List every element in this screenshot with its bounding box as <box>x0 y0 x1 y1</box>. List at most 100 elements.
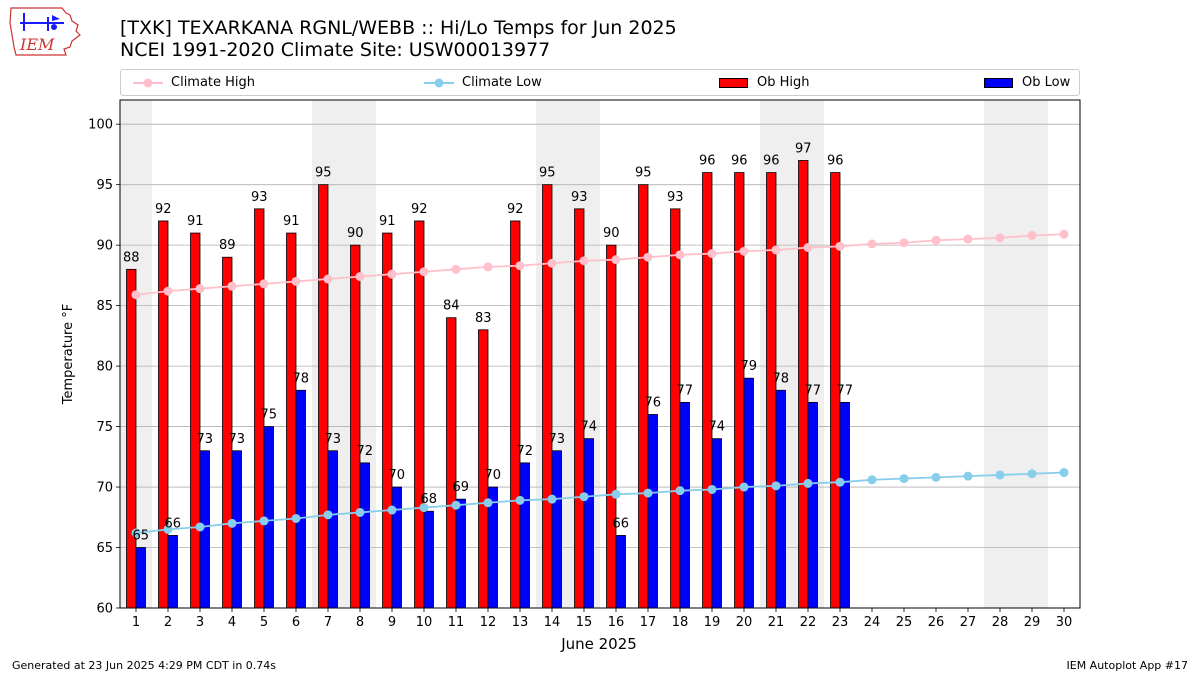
weekend-shade <box>1016 100 1048 608</box>
y-tick-label: 70 <box>96 481 113 496</box>
ob-low-bar <box>135 547 146 609</box>
ob-low-bar <box>231 450 242 609</box>
y-tick-label: 65 <box>96 541 113 556</box>
climate-high-point <box>355 272 365 282</box>
climate-low-point <box>483 498 493 508</box>
x-tick-label: 12 <box>480 615 497 630</box>
climate-high-line <box>135 233 1065 296</box>
ob-low-bar <box>295 389 306 609</box>
climate-low-point <box>803 478 813 488</box>
climate-high-point <box>803 243 813 253</box>
climate-high-point <box>291 276 301 286</box>
ob-low-data-label: 66 <box>612 516 629 531</box>
ob-high-bar <box>126 268 137 609</box>
climate-low-point <box>707 484 717 494</box>
x-tick-label: 17 <box>640 615 657 630</box>
climate-low-point <box>195 522 205 532</box>
climate-low-point <box>387 505 397 515</box>
ob-low-data-label: 68 <box>420 492 437 507</box>
ob-low-data-label: 73 <box>228 432 245 447</box>
chart-title: [TXK] TEXARKANA RGNL/WEBB :: Hi/Lo Temps… <box>120 17 677 39</box>
ob-high-bar <box>350 244 361 609</box>
climate-high-point <box>259 279 269 289</box>
climate-low-line-marker-icon <box>424 78 454 87</box>
ob-high-bar <box>286 232 297 609</box>
climate-low-point <box>227 518 237 528</box>
ob-high-bar <box>670 208 681 609</box>
ob-high-bar <box>382 232 393 609</box>
ob-low-swatch-icon <box>984 77 1013 88</box>
climate-low-point <box>163 524 173 534</box>
legend-item-ob-high: Ob High <box>719 70 810 95</box>
x-tick-label: 29 <box>1024 615 1041 630</box>
legend-label: Ob Low <box>1022 75 1071 90</box>
climate-high-point <box>163 286 173 296</box>
climate-low-point <box>835 477 845 487</box>
climate-low-point <box>323 510 333 520</box>
ob-low-data-label: 78 <box>292 371 309 386</box>
climate-high-line-marker-icon <box>133 78 163 87</box>
ob-high-bar <box>542 184 553 609</box>
ob-low-data-label: 66 <box>164 516 181 531</box>
ob-low-bar <box>679 401 690 609</box>
ob-high-bar <box>446 317 457 609</box>
x-tick-label: 14 <box>544 615 561 630</box>
ob-low-data-label: 77 <box>676 383 693 398</box>
climate-low-point <box>867 475 877 485</box>
ob-high-data-label: 95 <box>539 166 556 181</box>
ob-low-bar <box>167 535 178 609</box>
logo-text: IEM <box>19 35 55 54</box>
ob-high-bar <box>734 172 745 609</box>
climate-high-point <box>515 261 525 271</box>
climate-low-point <box>291 513 301 523</box>
climate-high-point <box>995 233 1005 243</box>
climate-high-point <box>547 258 557 268</box>
x-tick-label: 1 <box>132 615 140 630</box>
ob-high-bar <box>766 172 777 609</box>
ob-high-data-label: 95 <box>635 166 652 181</box>
climate-low-point <box>515 495 525 505</box>
x-tick-label: 11 <box>448 615 465 630</box>
ob-high-data-label: 93 <box>571 190 588 205</box>
footer-generated: Generated at 23 Jun 2025 4:29 PM CDT in … <box>12 659 277 672</box>
ob-high-data-label: 90 <box>347 226 364 241</box>
ob-high-data-label: 90 <box>603 226 620 241</box>
footer-app: IEM Autoplot App #17 <box>1066 659 1189 672</box>
climate-high-point <box>771 245 781 255</box>
x-tick-label: 24 <box>864 615 881 630</box>
x-tick-label: 6 <box>292 615 300 630</box>
ob-low-data-label: 77 <box>836 383 853 398</box>
climate-high-point <box>419 267 429 277</box>
x-tick-label: 22 <box>800 615 817 630</box>
ob-high-data-label: 96 <box>827 154 844 169</box>
climate-low-point <box>739 482 749 492</box>
ob-high-bar <box>702 172 713 609</box>
climate-high-point <box>611 255 621 265</box>
ob-low-bar <box>359 462 370 609</box>
ob-low-bar <box>423 510 434 609</box>
climate-high-point <box>899 238 909 248</box>
climate-low-point <box>355 507 365 517</box>
climate-low-point <box>1027 469 1037 479</box>
climate-low-point <box>451 500 461 510</box>
plot-frame <box>119 99 1081 609</box>
x-tick-label: 13 <box>512 615 529 630</box>
x-tick-label: 21 <box>768 615 785 630</box>
y-tick-label: 85 <box>96 299 113 314</box>
y-tick-label: 95 <box>96 178 113 193</box>
legend-label: Climate High <box>171 75 256 90</box>
ob-low-data-label: 70 <box>484 468 501 483</box>
ob-high-data-label: 91 <box>187 214 204 229</box>
climate-low-point <box>995 470 1005 480</box>
ob-low-bar <box>807 401 818 609</box>
climate-low-point <box>675 486 685 496</box>
ob-high-data-label: 88 <box>123 250 140 265</box>
ob-high-data-label: 95 <box>315 166 332 181</box>
ob-low-bar <box>551 450 562 609</box>
climate-high-point <box>707 249 717 259</box>
legend-item-climate-low: Climate Low <box>424 70 542 95</box>
climate-high-point <box>931 235 941 245</box>
x-tick-label: 16 <box>608 615 625 630</box>
climate-high-point <box>387 269 397 279</box>
ob-low-bar <box>647 414 658 609</box>
